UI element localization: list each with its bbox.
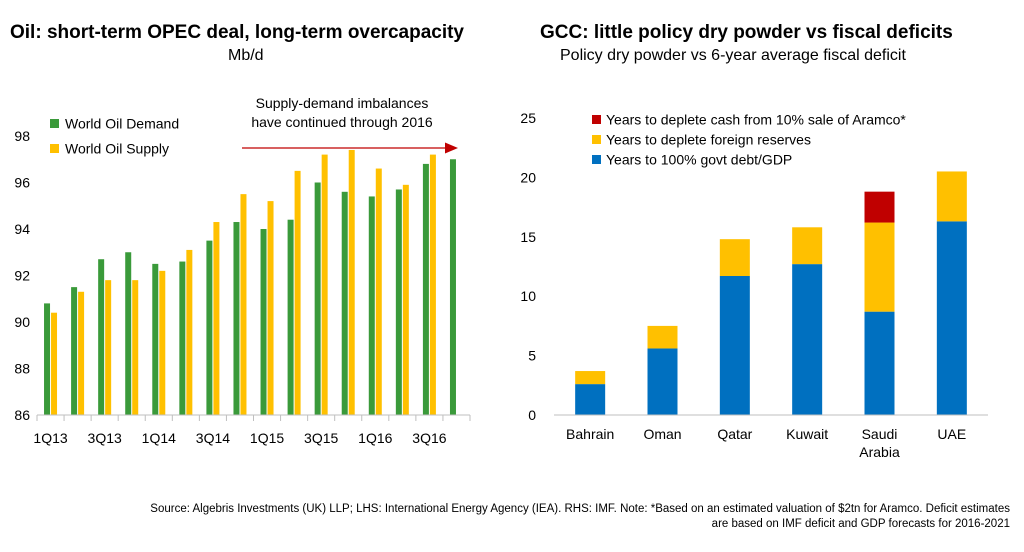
legend-aramco-swatch bbox=[592, 115, 601, 124]
right-chart-title: GCC: little policy dry powder vs fiscal … bbox=[540, 22, 953, 43]
supply-bar bbox=[240, 194, 247, 415]
demand-bar bbox=[71, 287, 78, 415]
debt-bar-segment bbox=[575, 384, 606, 415]
supply-bar bbox=[402, 184, 409, 415]
right-x-category-label: UAE bbox=[937, 426, 966, 442]
legend-supply-label: World Oil Supply bbox=[65, 141, 169, 157]
left-x-tick-label: 1Q13 bbox=[33, 430, 67, 446]
left-y-tick-label: 94 bbox=[14, 221, 30, 237]
legend-demand-swatch bbox=[50, 119, 59, 128]
source-footnote: Source: Algebris Investments (UK) LLP; L… bbox=[10, 502, 1010, 532]
demand-bar bbox=[422, 163, 429, 415]
right-x-category-label: Arabia bbox=[859, 444, 900, 460]
supply-bar bbox=[159, 270, 166, 415]
gcc-policy-dry-powder-chart: 0 5 10 15 20 25 Bahrain Oman Qatar Kuwait Saudi Ara… bbox=[520, 110, 988, 460]
oil-demand-supply-chart: 86 88 90 92 94 96 98 1Q13 3Q13 1Q14 3Q14 1Q15 3Q15 1Q… bbox=[14, 95, 471, 446]
supply-bar bbox=[51, 312, 58, 415]
supply-bar bbox=[213, 222, 220, 415]
right-y-tick-label: 20 bbox=[520, 169, 536, 185]
reserves-bar-segment bbox=[719, 239, 750, 277]
supply-bar bbox=[429, 154, 436, 415]
demand-bar bbox=[98, 259, 105, 415]
legend-debt-label: Years to 100% govt debt/GDP bbox=[606, 152, 792, 168]
supply-bar bbox=[105, 280, 112, 415]
demand-bar bbox=[341, 191, 348, 415]
left-x-tick-label: 3Q16 bbox=[412, 430, 446, 446]
supply-bar bbox=[132, 280, 139, 415]
right-x-category-label: Saudi bbox=[862, 426, 898, 442]
legend-supply-swatch bbox=[50, 144, 59, 153]
reserves-bar-segment bbox=[792, 227, 823, 265]
debt-bar-segment bbox=[792, 264, 823, 415]
right-x-category-label: Bahrain bbox=[566, 426, 614, 442]
left-y-tick-label: 88 bbox=[14, 361, 30, 377]
left-y-tick-label: 90 bbox=[14, 314, 30, 330]
aramco-bar-segment bbox=[864, 191, 895, 223]
annotation-arrow-head bbox=[445, 142, 458, 154]
annotation-text-line-2: have continued through 2016 bbox=[251, 114, 433, 130]
demand-bar bbox=[44, 303, 51, 415]
supply-bar bbox=[375, 168, 382, 415]
demand-bar bbox=[179, 261, 186, 415]
left-y-tick-label: 86 bbox=[14, 407, 30, 423]
demand-bar bbox=[449, 159, 456, 415]
left-y-tick-label: 92 bbox=[14, 268, 30, 284]
demand-bar bbox=[368, 196, 375, 415]
legend-debt-swatch bbox=[592, 155, 601, 164]
supply-bar bbox=[267, 201, 274, 415]
right-y-tick-label: 25 bbox=[520, 110, 536, 126]
annotation-text-line-1: Supply-demand imbalances bbox=[256, 95, 429, 111]
demand-bar bbox=[206, 240, 213, 415]
right-x-category-label: Oman bbox=[643, 426, 681, 442]
demand-bar bbox=[314, 182, 321, 415]
left-x-tick-label: 3Q14 bbox=[196, 430, 230, 446]
right-x-category-label: Kuwait bbox=[786, 426, 828, 442]
supply-bar bbox=[294, 170, 301, 415]
demand-bar bbox=[125, 252, 132, 415]
left-y-tick-label: 98 bbox=[14, 128, 30, 144]
reserves-bar-segment bbox=[864, 222, 895, 312]
debt-bar-segment bbox=[719, 276, 750, 415]
left-x-tick-label: 1Q14 bbox=[142, 430, 176, 446]
demand-bar bbox=[395, 189, 402, 415]
legend-reserves-label: Years to deplete foreign reserves bbox=[606, 132, 811, 148]
supply-bar bbox=[348, 149, 355, 415]
left-chart-subtitle: Mb/d bbox=[228, 47, 264, 64]
demand-bar bbox=[152, 263, 159, 415]
reserves-bar-segment bbox=[647, 325, 678, 349]
demand-bar bbox=[287, 219, 294, 415]
supply-bar bbox=[321, 154, 328, 415]
left-x-tick-label: 3Q13 bbox=[88, 430, 122, 446]
demand-bar bbox=[260, 229, 267, 415]
reserves-bar-segment bbox=[575, 371, 606, 385]
left-chart-title: Oil: short-term OPEC deal, long-term ove… bbox=[10, 22, 464, 43]
source-footnote-line-2: are based on IMF deficit and GDP forecas… bbox=[711, 518, 1010, 530]
reserves-bar-segment bbox=[936, 171, 967, 222]
right-y-tick-label: 0 bbox=[528, 407, 536, 423]
left-x-tick-label: 1Q15 bbox=[250, 430, 284, 446]
left-y-tick-label: 96 bbox=[14, 175, 30, 191]
debt-bar-segment bbox=[864, 311, 895, 415]
right-chart-subtitle: Policy dry powder vs 6-year average fisc… bbox=[560, 47, 906, 64]
legend-aramco-label: Years to deplete cash from 10% sale of A… bbox=[606, 112, 906, 128]
right-x-category-label: Qatar bbox=[717, 426, 752, 442]
left-x-tick-label: 3Q15 bbox=[304, 430, 338, 446]
demand-bar bbox=[233, 222, 240, 415]
debt-bar-segment bbox=[647, 348, 678, 415]
left-x-tick-label: 1Q16 bbox=[358, 430, 392, 446]
source-footnote-line-1: Source: Algebris Investments (UK) LLP; L… bbox=[150, 503, 1010, 515]
legend-reserves-swatch bbox=[592, 135, 601, 144]
debt-bar-segment bbox=[936, 221, 967, 415]
right-y-tick-label: 15 bbox=[520, 229, 536, 245]
supply-bar bbox=[78, 291, 85, 415]
legend-demand-label: World Oil Demand bbox=[65, 116, 179, 132]
right-y-tick-label: 10 bbox=[520, 288, 536, 304]
supply-bar bbox=[186, 249, 193, 415]
right-y-tick-label: 5 bbox=[528, 348, 536, 364]
